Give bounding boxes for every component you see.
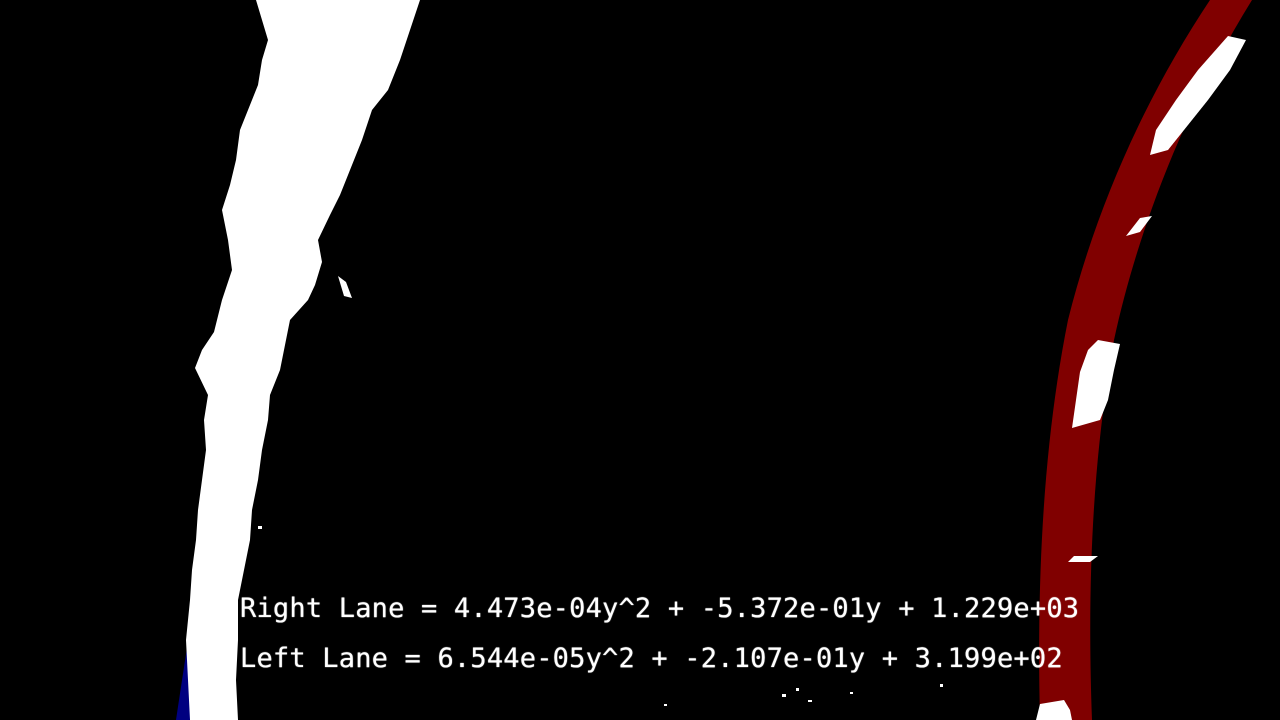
left-lane-speck — [338, 276, 352, 298]
right-lane-dash-2 — [1126, 216, 1152, 236]
right-lane-dash-3 — [1072, 340, 1120, 428]
right-lane-dash-1 — [1150, 36, 1246, 155]
left-lane-equation: Left Lane = 6.544e-05y^2 + -2.107e-01y +… — [240, 643, 1063, 674]
right-lane-equation: Right Lane = 4.473e-04y^2 + -5.372e-01y … — [240, 593, 1080, 624]
left-lane-pixels — [186, 0, 420, 720]
right-lane-fit-line — [1039, 0, 1252, 720]
right-lane-dash-5 — [1036, 700, 1072, 720]
right-lane-dash-4 — [1068, 556, 1098, 562]
noise-specks — [258, 526, 943, 706]
